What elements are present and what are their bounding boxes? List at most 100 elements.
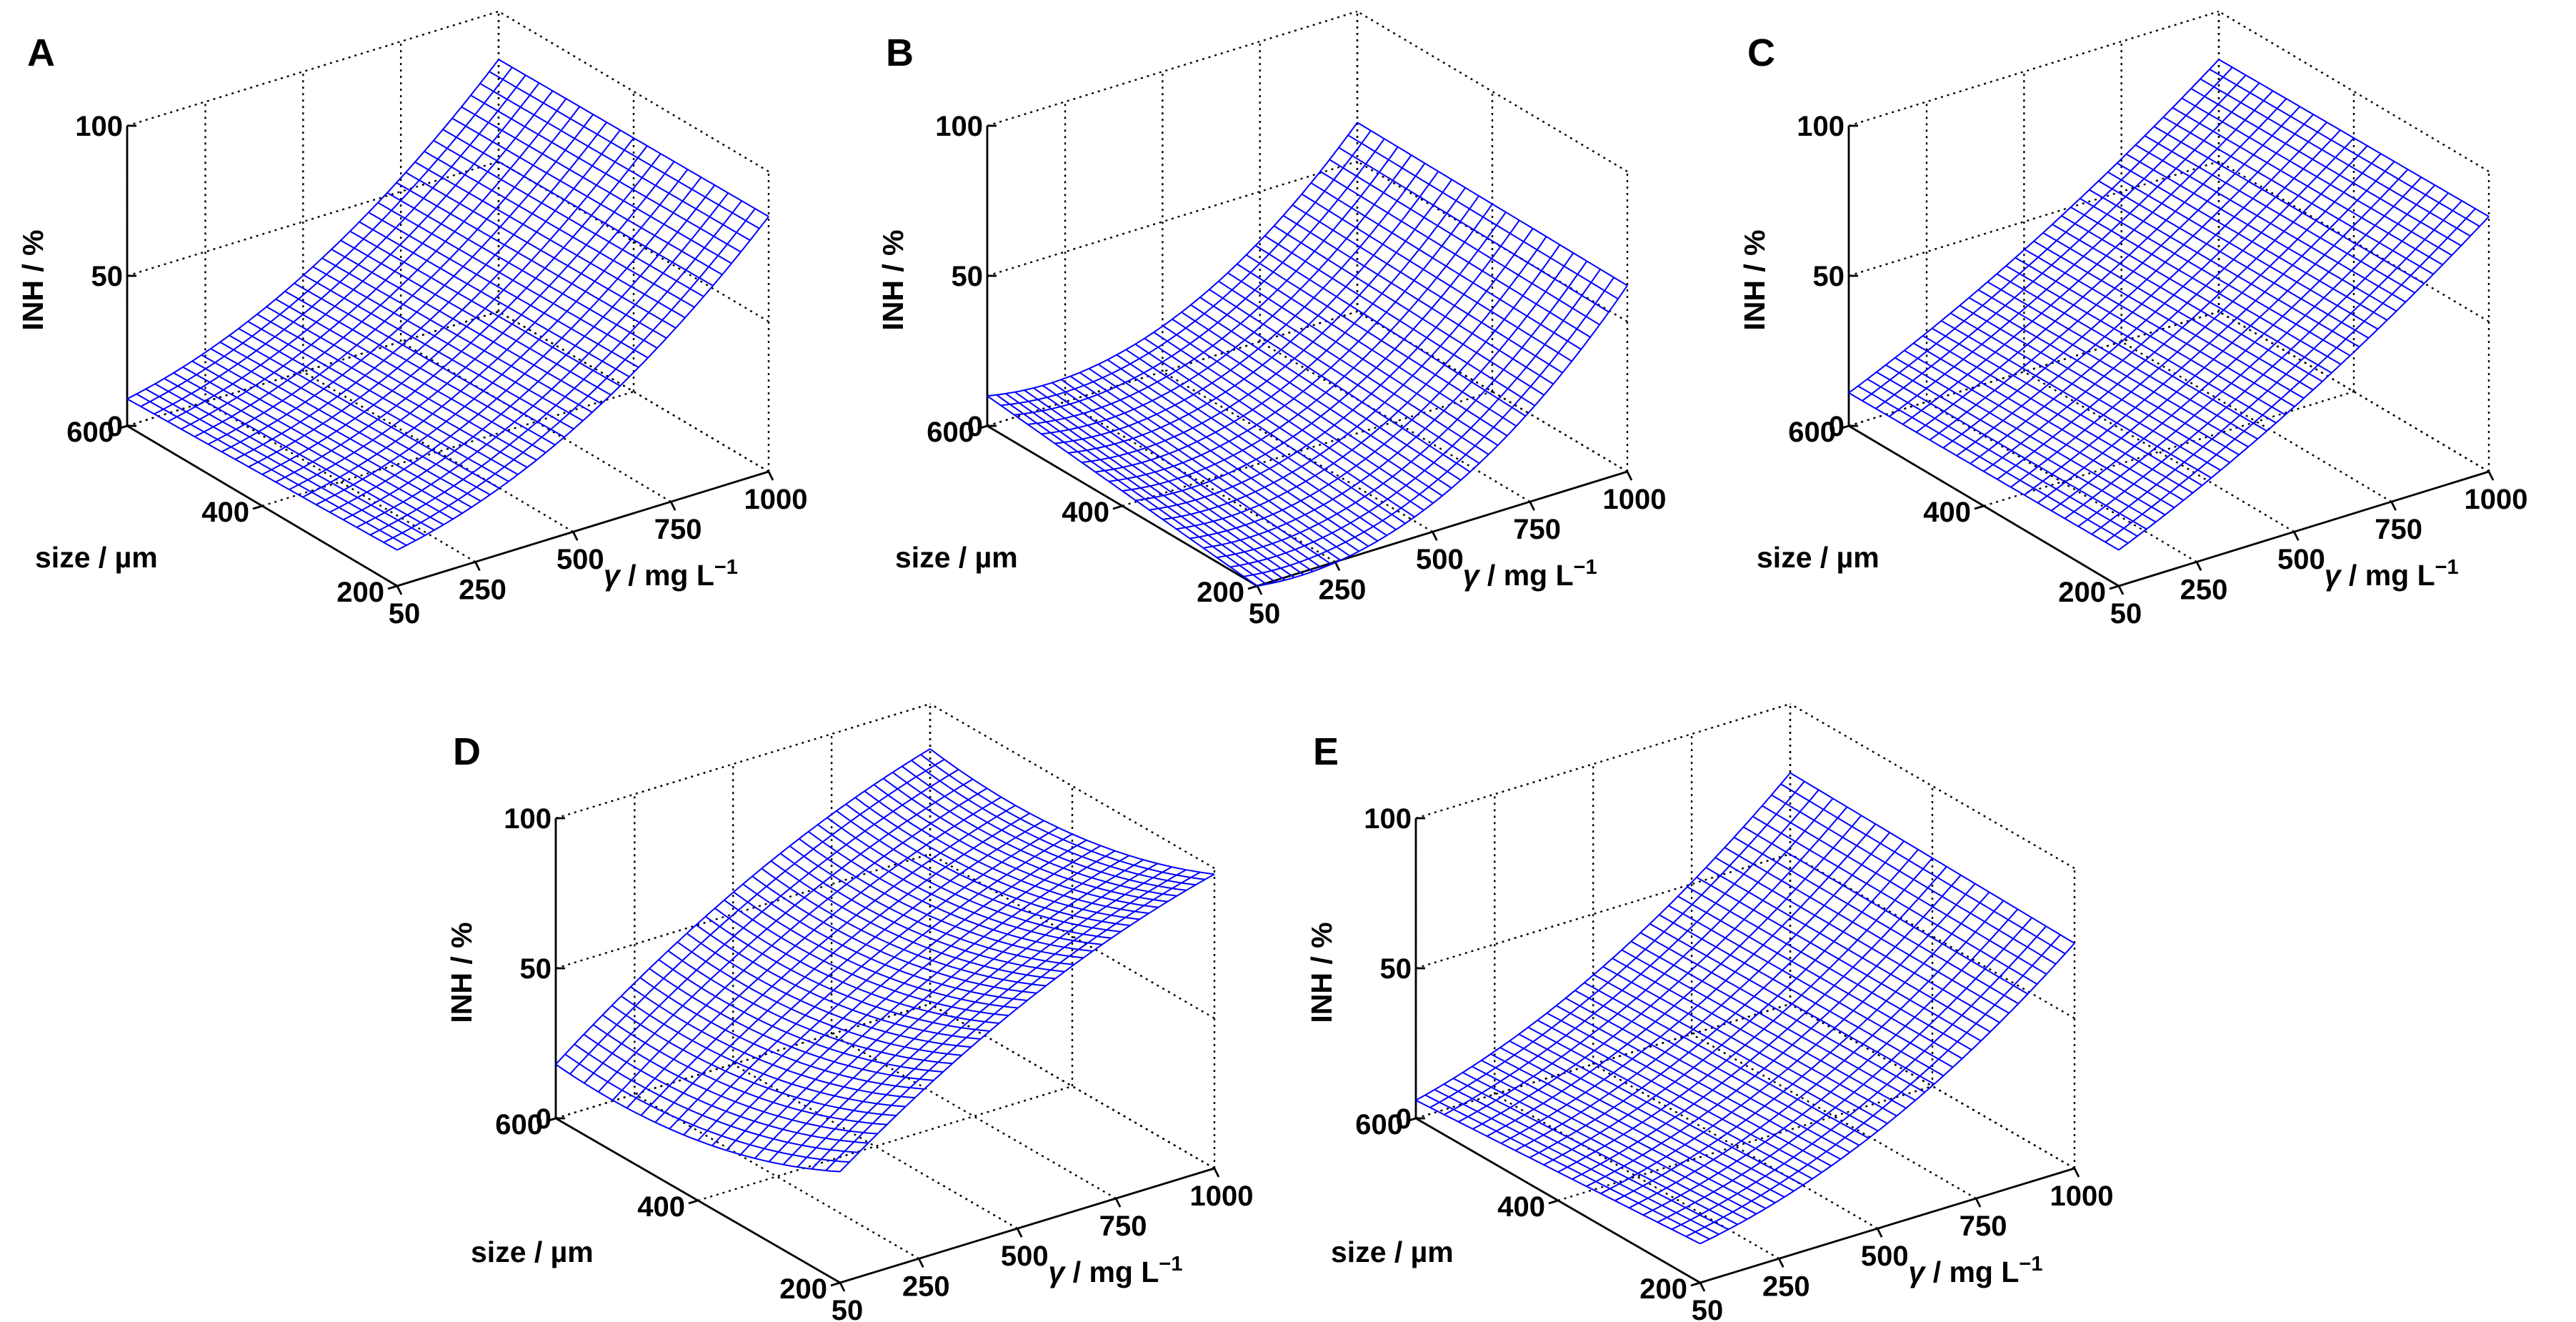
mesh-line-gamma bbox=[1983, 137, 2355, 472]
mesh-line-size bbox=[1172, 318, 1443, 497]
x-tick-mark bbox=[474, 561, 481, 571]
z-tick-label: 50 bbox=[520, 953, 552, 985]
mesh-line-size bbox=[2080, 198, 2351, 357]
mesh-line-gamma bbox=[289, 153, 662, 490]
mesh-line-size bbox=[555, 1063, 841, 1173]
mesh-line-size bbox=[470, 94, 742, 253]
mesh-line-size bbox=[854, 797, 1140, 920]
mesh-line-size bbox=[1509, 1040, 1794, 1192]
grid-line bbox=[555, 853, 931, 970]
grid-line bbox=[2121, 341, 2392, 503]
grid-line bbox=[1691, 1033, 1977, 1200]
x-tick-label: 1000 bbox=[2050, 1181, 2114, 1212]
mesh-line-size bbox=[621, 995, 906, 1108]
grid-line bbox=[1983, 390, 2355, 507]
mesh-line-size bbox=[1885, 364, 2157, 523]
mesh-line-size bbox=[1107, 359, 1378, 542]
mesh-line-size bbox=[442, 129, 714, 287]
mesh-line-size bbox=[1780, 783, 2066, 955]
x-tick-label: 500 bbox=[1861, 1241, 1909, 1272]
mesh-line-size bbox=[1714, 857, 2000, 1023]
x-tick-label: 250 bbox=[2180, 574, 2228, 605]
mesh-line-size bbox=[1546, 1012, 1832, 1167]
grid-line bbox=[1357, 310, 1628, 473]
mesh-line-size bbox=[1181, 312, 1452, 489]
y-tick-mark bbox=[1690, 1281, 1701, 1287]
x-axis-line bbox=[1257, 470, 1628, 587]
mesh-line-size bbox=[583, 1033, 869, 1144]
mesh-line-size bbox=[1452, 1078, 1738, 1226]
mesh-line-size bbox=[1771, 794, 2057, 965]
grid-line bbox=[1926, 401, 2197, 563]
mesh-line-size bbox=[1014, 391, 1286, 581]
y-tick-mark bbox=[1406, 1117, 1417, 1123]
mesh-line-size bbox=[601, 1014, 887, 1125]
z-tick-label: 0 bbox=[536, 1103, 551, 1135]
mesh-line-size bbox=[1894, 357, 2166, 516]
y-tick-label: 200 bbox=[779, 1273, 827, 1305]
mesh-line-size bbox=[564, 1053, 850, 1163]
x-tick-label: 1000 bbox=[1603, 484, 1667, 515]
mesh-line-size bbox=[1347, 134, 1619, 300]
panel-letter: A bbox=[27, 31, 55, 74]
mesh-line-size bbox=[1677, 895, 1963, 1060]
mesh-line-size bbox=[920, 754, 1206, 880]
mesh-line-size bbox=[266, 306, 537, 461]
x-axis-title: γ / mg L−1 bbox=[604, 556, 738, 592]
mesh-line-size bbox=[1848, 392, 2120, 551]
x-axis-title: γ / mg L−1 bbox=[1908, 1253, 2042, 1288]
mesh-line-size bbox=[340, 239, 611, 396]
mesh-line-size bbox=[1329, 159, 1600, 326]
mesh-line-size bbox=[1042, 384, 1314, 572]
x-tick-mark bbox=[2117, 585, 2125, 595]
mesh-line-gamma bbox=[234, 121, 607, 460]
mesh-line-size bbox=[592, 1024, 878, 1135]
mesh-line-size bbox=[1005, 392, 1277, 583]
mesh-line-size bbox=[2172, 106, 2443, 266]
mesh-line-size bbox=[479, 83, 751, 242]
grid-line bbox=[1259, 341, 1531, 503]
mesh-line-size bbox=[1867, 378, 2138, 537]
panel-letter: B bbox=[886, 31, 914, 74]
y-tick-mark bbox=[688, 1199, 699, 1205]
surface-mesh bbox=[126, 59, 769, 551]
mesh-line-size bbox=[2209, 69, 2480, 227]
x-tick-mark bbox=[918, 1258, 924, 1268]
mesh-line-size bbox=[1097, 363, 1369, 547]
mesh-line-size bbox=[1696, 876, 1982, 1042]
mesh-line-size bbox=[2125, 153, 2397, 312]
mesh-line-size bbox=[2098, 180, 2370, 339]
x-tick-label: 1000 bbox=[2465, 484, 2528, 515]
mesh-line-gamma bbox=[275, 145, 648, 483]
x-axis-title-unit: / mg L bbox=[1924, 1256, 2019, 1288]
x-axis-title-symbol: γ bbox=[1463, 559, 1481, 592]
mesh-line-size bbox=[639, 977, 924, 1090]
mesh-line-size bbox=[911, 760, 1196, 886]
x-tick-mark bbox=[1213, 1168, 1220, 1178]
mesh-line-gamma bbox=[2064, 184, 2436, 520]
mesh-line-size bbox=[1255, 244, 1527, 417]
mesh-line-size bbox=[2024, 249, 2295, 407]
mesh-line-size bbox=[817, 824, 1102, 945]
mesh-line-size bbox=[658, 959, 944, 1073]
y-tick-mark bbox=[1974, 505, 1985, 510]
mesh-line-gamma bbox=[396, 216, 769, 551]
mesh-line-size bbox=[929, 748, 1215, 875]
z-axis-title: INH / % bbox=[1305, 922, 1338, 1023]
y-tick-label: 400 bbox=[201, 497, 249, 528]
mesh-line-size bbox=[451, 117, 723, 276]
x-axis-title-exponent: −1 bbox=[714, 556, 738, 579]
x-tick-mark bbox=[1529, 501, 1535, 511]
y-tick-label: 600 bbox=[1788, 417, 1836, 448]
y-tick-mark bbox=[1112, 505, 1123, 510]
mesh-line-size bbox=[349, 230, 621, 387]
mesh-line-size bbox=[1472, 1065, 1757, 1215]
mesh-line-gamma bbox=[2077, 192, 2450, 527]
mesh-line-size bbox=[1490, 1053, 1776, 1204]
z-tick-label: 100 bbox=[504, 803, 551, 835]
mesh-line-size bbox=[1537, 1019, 1822, 1173]
mesh-line-size bbox=[808, 830, 1093, 952]
mesh-line-size bbox=[789, 845, 1074, 965]
mesh-line-size bbox=[1199, 297, 1471, 473]
mesh-line-size bbox=[761, 868, 1047, 987]
